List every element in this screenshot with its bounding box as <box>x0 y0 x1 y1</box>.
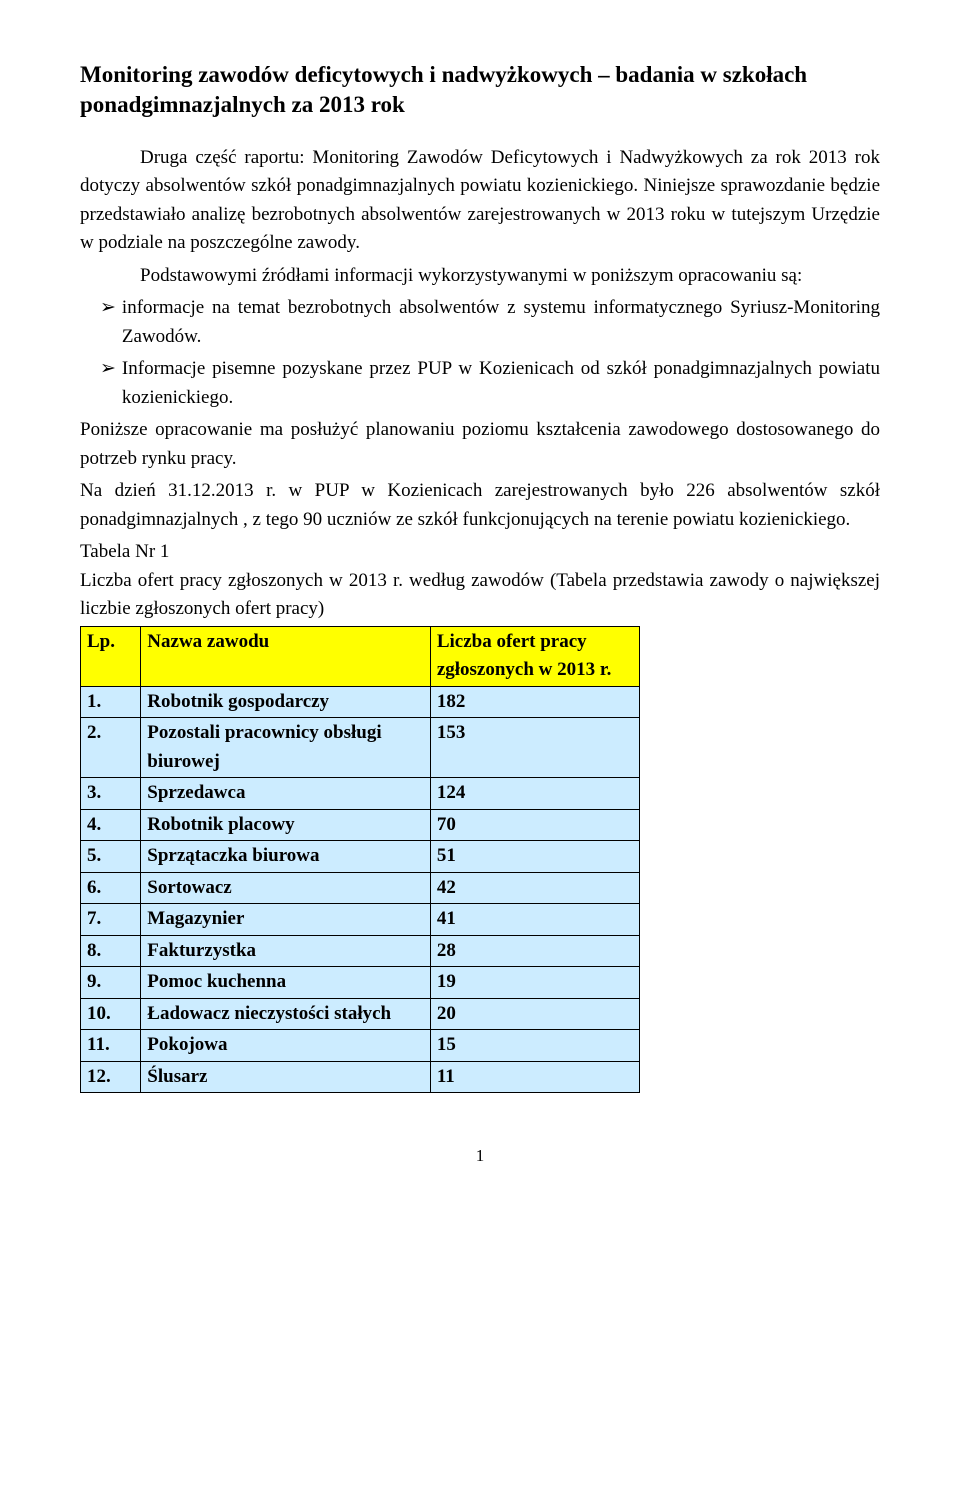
cell-val: 20 <box>430 998 639 1030</box>
bullet-list-sources: ➢ informacje na temat bezrobotnych absol… <box>100 294 880 412</box>
table-row: 11. Pokojowa 15 <box>81 1030 640 1062</box>
col-header-value: Liczba ofert pracy zgłoszonych w 2013 r. <box>430 626 639 686</box>
cell-lp: 6. <box>81 872 141 904</box>
cell-val: 153 <box>430 718 639 778</box>
table-row: 10. Ładowacz nieczystości stałych 20 <box>81 998 640 1030</box>
table-header-row: Lp. Nazwa zawodu Liczba ofert pracy zgło… <box>81 626 640 686</box>
cell-lp: 7. <box>81 904 141 936</box>
table-row: 5. Sprzątaczka biurowa 51 <box>81 841 640 873</box>
table-row: 9. Pomoc kuchenna 19 <box>81 967 640 999</box>
offers-table: Lp. Nazwa zawodu Liczba ofert pracy zgło… <box>80 626 640 1094</box>
table-row: 1. Robotnik gospodarczy 182 <box>81 686 640 718</box>
paragraph-purpose: Poniższe opracowanie ma posłużyć planowa… <box>80 416 880 473</box>
cell-val: 28 <box>430 935 639 967</box>
table-row: 4. Robotnik placowy 70 <box>81 809 640 841</box>
cell-lp: 3. <box>81 778 141 810</box>
table-row: 3. Sprzedawca 124 <box>81 778 640 810</box>
cell-name: Sprzątaczka biurowa <box>141 841 431 873</box>
cell-val: 51 <box>430 841 639 873</box>
col-header-lp: Lp. <box>81 626 141 686</box>
cell-lp: 2. <box>81 718 141 778</box>
cell-name: Robotnik gospodarczy <box>141 686 431 718</box>
cell-val: 70 <box>430 809 639 841</box>
cell-lp: 9. <box>81 967 141 999</box>
cell-name: Ładowacz nieczystości stałych <box>141 998 431 1030</box>
cell-val: 41 <box>430 904 639 936</box>
bullet-item: ➢ informacje na temat bezrobotnych absol… <box>100 294 880 351</box>
cell-lp: 1. <box>81 686 141 718</box>
cell-lp: 8. <box>81 935 141 967</box>
cell-lp: 12. <box>81 1061 141 1093</box>
table-label: Tabela Nr 1 <box>80 538 880 567</box>
bullet-item: ➢ Informacje pisemne pozyskane przez PUP… <box>100 355 880 412</box>
doc-title: Monitoring zawodów deficytowych i nadwyż… <box>80 60 880 120</box>
cell-name: Sortowacz <box>141 872 431 904</box>
table-row: 12. Ślusarz 11 <box>81 1061 640 1093</box>
table-row: 8. Fakturzystka 28 <box>81 935 640 967</box>
cell-name: Robotnik placowy <box>141 809 431 841</box>
cell-name: Sprzedawca <box>141 778 431 810</box>
chevron-right-icon: ➢ <box>100 355 122 412</box>
cell-val: 42 <box>430 872 639 904</box>
cell-name: Pomoc kuchenna <box>141 967 431 999</box>
col-header-name: Nazwa zawodu <box>141 626 431 686</box>
page-number: 1 <box>80 1143 880 1169</box>
bullet-text: informacje na temat bezrobotnych absolwe… <box>122 294 880 351</box>
table-row: 6. Sortowacz 42 <box>81 872 640 904</box>
cell-name: Ślusarz <box>141 1061 431 1093</box>
cell-val: 11 <box>430 1061 639 1093</box>
cell-lp: 11. <box>81 1030 141 1062</box>
cell-name: Magazynier <box>141 904 431 936</box>
cell-val: 124 <box>430 778 639 810</box>
cell-lp: 10. <box>81 998 141 1030</box>
chevron-right-icon: ➢ <box>100 294 122 351</box>
paragraph-sources-lead: Podstawowymi źródłami informacji wykorzy… <box>80 262 880 291</box>
bullet-text: Informacje pisemne pozyskane przez PUP w… <box>122 355 880 412</box>
table-row: 7. Magazynier 41 <box>81 904 640 936</box>
cell-name: Fakturzystka <box>141 935 431 967</box>
cell-lp: 5. <box>81 841 141 873</box>
table-row: 2. Pozostali pracownicy obsługi biurowej… <box>81 718 640 778</box>
cell-val: 19 <box>430 967 639 999</box>
cell-name: Pozostali pracownicy obsługi biurowej <box>141 718 431 778</box>
cell-name: Pokojowa <box>141 1030 431 1062</box>
table-caption: Liczba ofert pracy zgłoszonych w 2013 r.… <box>80 567 880 624</box>
cell-val: 182 <box>430 686 639 718</box>
cell-lp: 4. <box>81 809 141 841</box>
cell-val: 15 <box>430 1030 639 1062</box>
paragraph-intro: Druga część raportu: Monitoring Zawodów … <box>80 144 880 258</box>
paragraph-stats: Na dzień 31.12.2013 r. w PUP w Kozienica… <box>80 477 880 534</box>
